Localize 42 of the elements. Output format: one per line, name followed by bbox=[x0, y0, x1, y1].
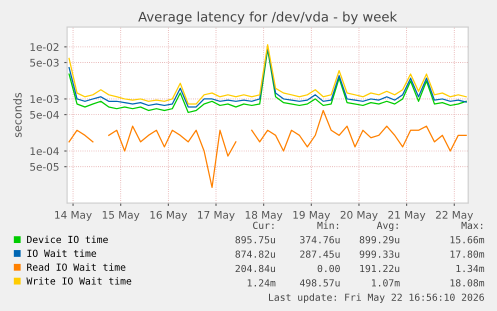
text: 17.80m bbox=[450, 250, 484, 258]
legend-label: Read IO Wait time bbox=[27, 263, 126, 271]
text: 1.07m bbox=[372, 279, 400, 287]
text: 287.45u bbox=[300, 250, 340, 258]
y-tick-label: 1e-04 bbox=[30, 147, 59, 156]
text: Max: bbox=[462, 222, 482, 230]
chart-title: Average latency for /dev/vda - by week bbox=[138, 11, 398, 24]
text: Cur: bbox=[253, 222, 274, 230]
x-tick-label: 16 May bbox=[150, 210, 188, 221]
text: 204.84u bbox=[236, 264, 275, 272]
x-tick-label: 14 May bbox=[55, 211, 92, 221]
x-tick-label: 15 May bbox=[102, 211, 140, 221]
text: 874.82u bbox=[235, 250, 275, 258]
y-tick-label: 5e-05 bbox=[30, 162, 59, 171]
text: Last update: Fri May 22 16:56:10 2026 bbox=[269, 293, 484, 303]
x-tick-label: 18 May bbox=[246, 210, 282, 221]
text: 895.75u bbox=[235, 236, 275, 244]
text: 18.08m bbox=[450, 279, 484, 287]
x-tick-label: 20 May bbox=[340, 210, 378, 221]
x-tick-label: 21 May bbox=[388, 210, 426, 221]
text: 1.24m bbox=[248, 279, 276, 286]
text: 0.00 bbox=[318, 264, 340, 272]
text: 191.22u bbox=[360, 264, 400, 272]
text: 1.34m bbox=[456, 264, 484, 272]
text: 15.66m bbox=[450, 236, 484, 244]
x-tick-label: 17 May bbox=[198, 211, 235, 221]
y-axis-title: seconds bbox=[13, 92, 22, 138]
legend-label: Write IO Wait time bbox=[26, 277, 132, 285]
legend-label: IO Wait time bbox=[27, 249, 96, 257]
y-tick-label: 5e-04 bbox=[30, 110, 59, 119]
legend-label: Device IO time bbox=[27, 236, 108, 244]
text: 498.57u bbox=[300, 279, 340, 287]
x-tick-label: 22 May bbox=[436, 210, 474, 221]
x-tick-label: 19 May bbox=[293, 210, 330, 221]
text: Avg: bbox=[376, 222, 398, 231]
text: 374.76u bbox=[300, 236, 340, 244]
text: 999.33u bbox=[360, 250, 400, 258]
text: Min: bbox=[317, 222, 338, 229]
y-tick-label: 5e-03 bbox=[30, 58, 59, 67]
y-tick-label: 1e-03 bbox=[30, 95, 59, 104]
text: 899.29u bbox=[360, 236, 400, 244]
y-tick-label: 1e-02 bbox=[30, 43, 58, 51]
